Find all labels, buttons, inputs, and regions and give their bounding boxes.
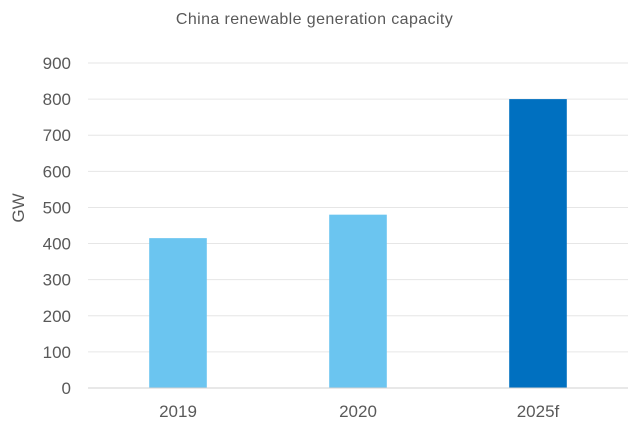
y-axis-title: GW [9, 193, 28, 222]
y-tick-label: 100 [43, 343, 71, 362]
y-tick-label: 700 [43, 126, 71, 145]
chart-title: China renewable generation capacity [175, 11, 454, 28]
y-tick-label: 400 [43, 235, 71, 254]
bar-2025f [509, 99, 567, 388]
bars [149, 99, 567, 388]
y-tick-label: 800 [43, 90, 71, 109]
x-tick-label: 2020 [339, 402, 377, 421]
y-tick-label: 300 [43, 271, 71, 290]
x-tick-label: 2019 [159, 402, 197, 421]
y-tick-label: 200 [43, 307, 71, 326]
x-tick-label: 2025f [517, 402, 560, 421]
axes: 0 100 200 300 400 500 600 700 800 900 2019 2020 2025… [43, 54, 628, 421]
y-tick-label: 600 [43, 162, 71, 181]
y-tick-label: 0 [62, 379, 71, 398]
y-tick-label: 900 [43, 54, 71, 73]
y-tick-label: 500 [43, 198, 71, 217]
bar-2020 [329, 214, 387, 388]
bar-2019 [149, 238, 207, 388]
